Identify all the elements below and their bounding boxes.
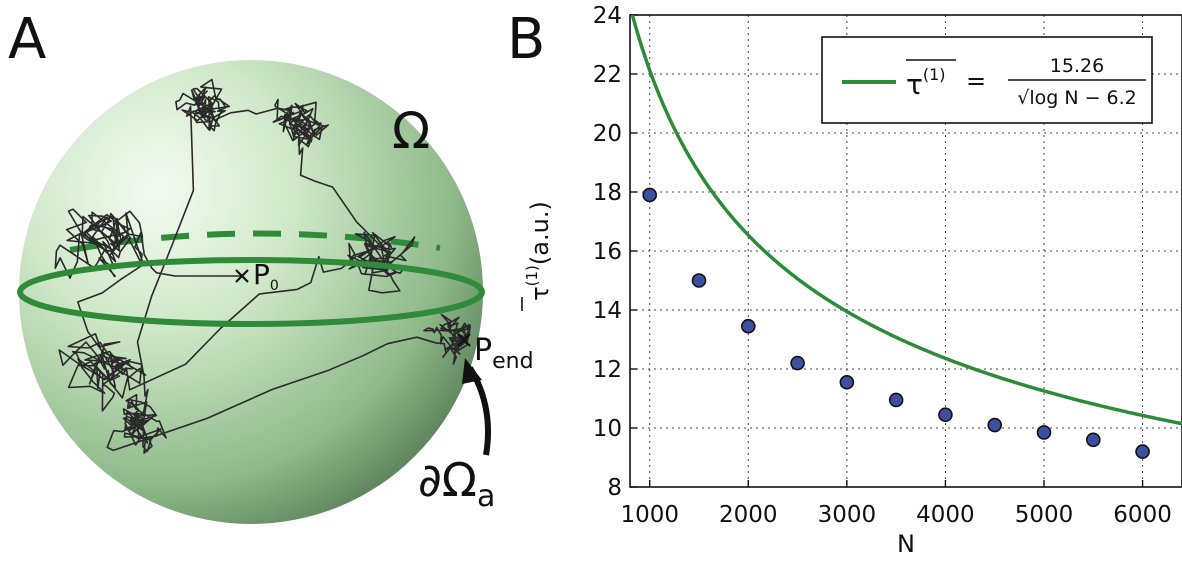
- end-point-marker: [457, 333, 471, 347]
- y-tick-label: 18: [593, 180, 622, 206]
- legend-numerator: 15.26: [1050, 55, 1104, 77]
- panel-b-letter: B: [507, 7, 545, 72]
- data-point: [642, 187, 658, 203]
- x-tick-label: 1000: [620, 502, 679, 528]
- y-tick-label: 12: [593, 357, 622, 383]
- data-point: [1135, 444, 1150, 459]
- y-tick-label: 10: [593, 416, 622, 442]
- x-tick-label: 4000: [916, 502, 975, 528]
- data-point: [691, 273, 707, 288]
- panel-b: B 1000 2000 3000 4000 5000 6000 8 10 12 14 16 18 20 2…: [507, 3, 1182, 558]
- axis-ticks: 1000 2000 3000 4000 5000 6000 8 10 12 14 16 18 20 22 2…: [593, 3, 1172, 528]
- legend: τ(1) = 15.26 √log N − 6.2: [821, 36, 1153, 124]
- data-point: [888, 392, 904, 408]
- data-point: [1036, 425, 1052, 440]
- y-tick-label: 20: [593, 121, 622, 147]
- panel-a-letter: A: [8, 7, 46, 72]
- data-point: [1085, 432, 1101, 448]
- x-tick-label: 5000: [1015, 502, 1074, 528]
- boundary-label: ∂Ωa: [418, 453, 495, 514]
- y-tick-label: 22: [593, 62, 622, 88]
- domain-omega-label: Ω: [392, 102, 430, 160]
- data-point: [839, 374, 855, 390]
- y-tick-label: 16: [593, 239, 622, 265]
- start-point-label: P0: [253, 258, 279, 294]
- data-points: [642, 187, 1150, 459]
- y-axis-label: τ(1)(a.u.): [521, 201, 554, 311]
- random-walk-path: [54, 78, 472, 454]
- y-tick-label: 8: [607, 475, 622, 501]
- x-tick-label: 6000: [1113, 502, 1172, 528]
- equator-front: [17, 257, 485, 327]
- y-tick-label: 24: [593, 3, 622, 29]
- y-tick-label: 14: [593, 298, 622, 324]
- start-point-marker: [235, 269, 249, 283]
- end-point-label: Pend: [474, 333, 534, 374]
- legend-denominator: √log N − 6.2: [1017, 87, 1137, 109]
- x-axis-label: N: [897, 530, 915, 558]
- data-point: [740, 318, 756, 334]
- fit-curve: [630, 15, 1182, 426]
- boundary-arrow-head: [462, 358, 482, 384]
- data-point: [938, 407, 953, 423]
- legend-equals: =: [966, 67, 986, 95]
- legend-lhs: τ(1): [906, 65, 946, 101]
- x-tick-label: 3000: [818, 502, 877, 528]
- x-tick-label: 2000: [719, 502, 778, 528]
- data-point: [987, 417, 1003, 433]
- panel-a: A P0 Pend Ω ∂Ωa: [8, 7, 534, 524]
- svg-text:τ(1)(a.u.): τ(1)(a.u.): [523, 201, 554, 301]
- data-point: [790, 355, 805, 371]
